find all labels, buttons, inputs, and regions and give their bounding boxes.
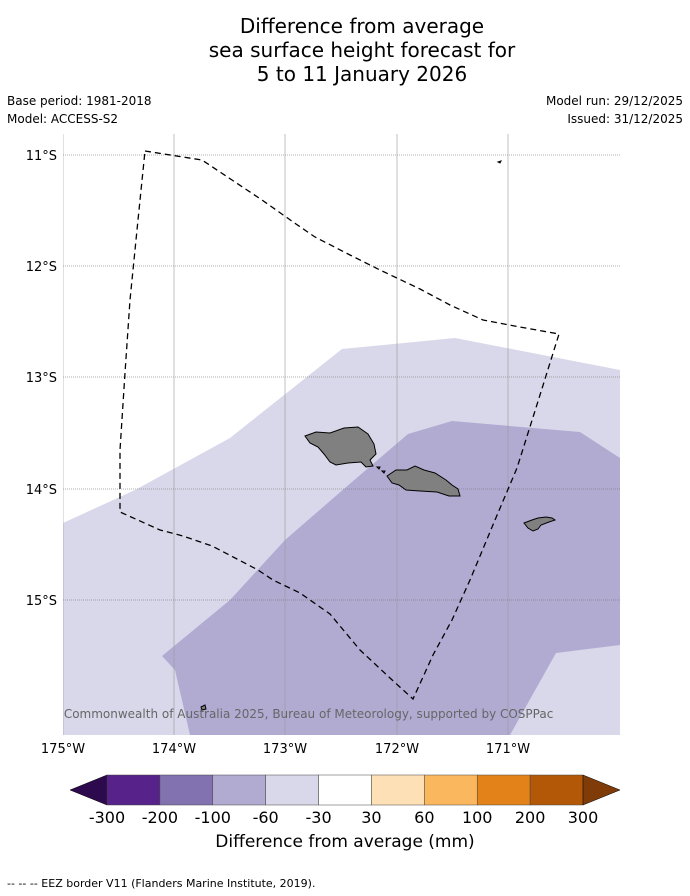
lon-label: 173°W (263, 742, 307, 757)
colorbar-tick-label: 100 (462, 808, 493, 827)
meta-left: Base period: 1981-2018 Model: ACCESS-S2 (7, 94, 152, 130)
meta-right: Model run: 29/12/2025 Issued: 31/12/2025 (546, 94, 683, 130)
colorbar-swatches (106, 774, 584, 806)
islet-apolima (375, 466, 381, 470)
colorbar-tick-label: -100 (195, 808, 231, 827)
islet-manono (380, 470, 386, 474)
colorbar-extend-low (69, 774, 108, 806)
colorbar-ticks: -300 -200 -100 -60 -30 30 60 100 200 300 (89, 808, 598, 827)
graticule-lon (63, 134, 509, 735)
colorbar-tick-label: -300 (89, 808, 125, 827)
copyright-text: © Commonwealth of Australia 2025, Bureau… (48, 707, 553, 721)
graticule (63, 154, 620, 601)
colorbar-title: Difference from average (mm) (215, 832, 475, 852)
lat-label: 12°S (26, 260, 57, 275)
lon-label: 175°W (41, 742, 85, 757)
colorbar-tick-label: -200 (142, 808, 178, 827)
lat-label: 15°S (26, 594, 57, 609)
colorbar-swatch (529, 774, 584, 806)
eez-border (119, 150, 560, 701)
base-period: Base period: 1981-2018 (7, 94, 152, 108)
island-savaii (304, 426, 377, 468)
title-line-2: sea surface height forecast for (208, 38, 516, 62)
island-upolu (386, 465, 461, 497)
islet-southwest (200, 704, 207, 711)
island-tutuila (523, 516, 557, 532)
colorbar-swatch (265, 774, 319, 806)
colorbar-swatch (318, 774, 372, 806)
map-title: Difference from average sea surface heig… (0, 14, 690, 86)
issued-date: Issued: 31/12/2025 (567, 112, 683, 126)
map-panel: © Commonwealth of Australia 2025, Bureau… (26, 134, 620, 757)
lat-label: 11°S (26, 149, 57, 164)
lon-label: 174°W (152, 742, 196, 757)
colorbar-tick-label: -60 (253, 808, 279, 827)
model-run: Model run: 29/12/2025 (545, 94, 683, 108)
lat-label: 14°S (26, 483, 57, 498)
colorbar-tick-label: 200 (515, 808, 546, 827)
colorbar-tick-label: -30 (305, 808, 331, 827)
colorbar-swatch (476, 774, 531, 806)
eez-footnote: -- -- -- EEZ border V11 (Flanders Marine… (7, 877, 316, 890)
colorbar-tick-label: 60 (414, 808, 434, 827)
colorbar-tick-label: 300 (568, 808, 599, 827)
colorbar-swatch (212, 774, 266, 806)
model-name: Model: ACCESS-S2 (7, 112, 119, 126)
title-line-3: 5 to 11 January 2026 (256, 62, 468, 86)
lon-label: 172°W (375, 742, 419, 757)
colorbar-extend-high (582, 774, 621, 806)
colorbar-swatch (371, 774, 425, 806)
islet-north (496, 160, 502, 164)
lon-label: 171°W (486, 742, 530, 757)
colorbar-swatch (424, 774, 478, 806)
colorbar: -300 -200 -100 -60 -30 30 60 100 200 300 (69, 774, 621, 827)
lat-label: 13°S (26, 371, 57, 386)
sea-level-band-medium (162, 421, 620, 735)
title-line-1: Difference from average (239, 14, 485, 38)
colorbar-swatch (106, 774, 161, 806)
colorbar-tick-label: 30 (361, 808, 381, 827)
colorbar-swatch (159, 774, 214, 806)
